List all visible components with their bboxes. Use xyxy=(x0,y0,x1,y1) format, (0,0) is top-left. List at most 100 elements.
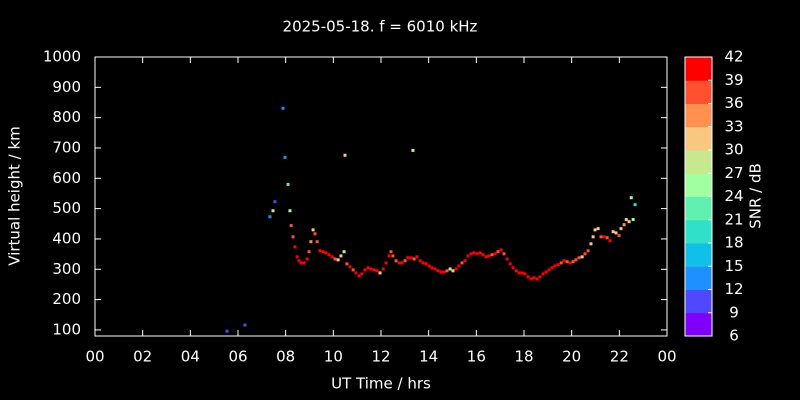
data-point xyxy=(571,260,575,264)
x-tick-label: 00 xyxy=(85,348,104,366)
data-point xyxy=(297,259,301,263)
data-point xyxy=(496,250,500,254)
colorbar-tick-label: 18 xyxy=(724,234,743,252)
data-point xyxy=(342,250,346,254)
colorbar-tick-label: 21 xyxy=(724,210,743,228)
data-point xyxy=(547,268,551,272)
data-point xyxy=(499,248,503,252)
data-point xyxy=(493,252,497,256)
plot-frame xyxy=(94,56,668,337)
data-point xyxy=(283,155,287,159)
data-point xyxy=(589,242,593,246)
data-point xyxy=(586,249,590,253)
data-point xyxy=(289,224,293,228)
data-point xyxy=(427,264,431,268)
data-point xyxy=(271,209,275,213)
data-point xyxy=(327,253,331,257)
x-tick-label: 12 xyxy=(371,348,390,366)
x-tick-label: 04 xyxy=(181,348,200,366)
colorbar-tick-label: 24 xyxy=(724,187,743,205)
data-point xyxy=(366,266,370,270)
data-point xyxy=(624,218,628,222)
data-point xyxy=(397,261,401,265)
y-tick-label: 700 xyxy=(52,138,81,156)
colorbar-band xyxy=(685,196,712,221)
data-point xyxy=(577,256,581,260)
data-point xyxy=(281,106,285,110)
data-point xyxy=(403,259,407,263)
data-point xyxy=(286,182,290,186)
data-point xyxy=(599,235,603,239)
data-point xyxy=(617,234,621,238)
y-tick-label: 800 xyxy=(52,108,81,126)
data-point xyxy=(315,240,319,244)
x-tick-label: 02 xyxy=(133,348,152,366)
data-point xyxy=(324,251,328,255)
data-point xyxy=(299,261,303,265)
data-point xyxy=(583,252,587,256)
colorbar-tick-label: 9 xyxy=(729,303,739,321)
data-point xyxy=(622,223,626,227)
colorbar-tick-label: 39 xyxy=(724,71,743,89)
data-point xyxy=(514,269,518,273)
data-point xyxy=(520,271,524,275)
colorbar-band xyxy=(685,103,712,128)
data-point xyxy=(602,235,606,239)
data-point xyxy=(550,266,554,270)
colorbar-band xyxy=(685,289,712,314)
data-point xyxy=(541,272,545,276)
data-point xyxy=(439,270,443,274)
colorbar-tick-label: 30 xyxy=(724,141,743,159)
data-point xyxy=(544,270,548,274)
y-tick-label: 600 xyxy=(52,169,81,187)
colorbar-band xyxy=(685,243,712,267)
colorbar-tick-label: 42 xyxy=(724,48,743,66)
data-point xyxy=(478,251,482,255)
x-tick-label: 16 xyxy=(467,348,486,366)
data-point xyxy=(225,329,229,333)
data-point xyxy=(348,265,352,269)
data-point xyxy=(614,231,618,235)
data-point xyxy=(321,250,325,254)
data-point xyxy=(463,259,467,263)
data-point xyxy=(511,266,515,270)
data-point xyxy=(273,200,277,204)
data-point xyxy=(448,267,452,271)
y-tick-label: 900 xyxy=(52,78,81,96)
data-point xyxy=(631,218,635,222)
y-tick-label: 1000 xyxy=(43,48,81,66)
data-point xyxy=(394,259,398,263)
data-point xyxy=(433,267,437,271)
data-point xyxy=(311,228,315,232)
data-point xyxy=(591,235,595,239)
data-point xyxy=(454,267,458,271)
data-point xyxy=(619,227,623,231)
data-point xyxy=(490,253,494,257)
colorbar-tick-label: 27 xyxy=(724,164,743,182)
data-point xyxy=(375,269,379,273)
data-point xyxy=(307,250,311,254)
data-point xyxy=(360,272,364,276)
data-point xyxy=(605,236,609,240)
data-point xyxy=(475,252,479,256)
x-axis-label: UT Time / hrs xyxy=(331,375,431,393)
data-point xyxy=(629,196,633,200)
colorbar-tick-label: 12 xyxy=(724,280,743,298)
y-tick-label: 500 xyxy=(52,199,81,217)
data-point xyxy=(517,271,521,275)
data-point xyxy=(529,277,533,281)
x-tick-label: 10 xyxy=(324,348,343,366)
colorbar-band xyxy=(685,173,712,197)
x-tick-label: 06 xyxy=(228,348,247,366)
y-tick-label: 400 xyxy=(52,229,81,247)
data-point xyxy=(409,256,413,260)
data-point xyxy=(487,254,491,258)
data-point xyxy=(391,254,395,258)
data-point xyxy=(354,271,358,275)
data-point xyxy=(291,235,295,239)
data-point xyxy=(389,250,393,254)
data-point xyxy=(469,252,473,256)
data-point xyxy=(457,264,461,268)
colorbar-tick-label: 36 xyxy=(724,94,743,112)
